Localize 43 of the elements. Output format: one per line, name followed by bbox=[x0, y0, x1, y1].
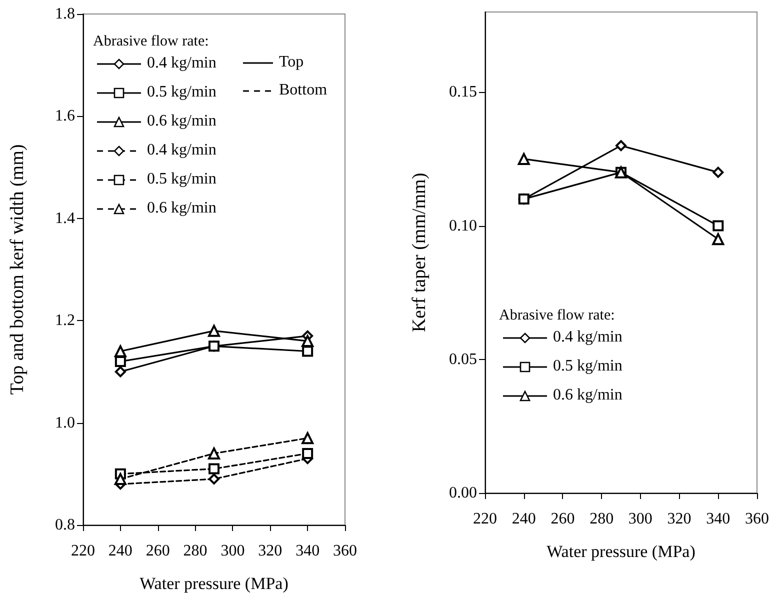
x-tick-label: 240 bbox=[108, 542, 132, 560]
legend-label: 0.5 kg/min bbox=[147, 170, 216, 188]
legend-label: 0.4 kg/min bbox=[553, 328, 622, 346]
x-tick-label: 260 bbox=[550, 510, 575, 528]
y-tick-label: 1.6 bbox=[55, 108, 75, 125]
y-tick-label: 0.8 bbox=[55, 516, 75, 534]
legend-title: Abrasive flow rate: bbox=[93, 34, 209, 50]
x-tick-label: 340 bbox=[296, 542, 320, 560]
y-tick-label: 1.8 bbox=[55, 6, 75, 22]
legend-label: 0.6 kg/min bbox=[147, 200, 216, 216]
x-tick-label: 340 bbox=[706, 510, 730, 528]
x-tick-label: 260 bbox=[146, 542, 170, 560]
x-tick-label: 300 bbox=[628, 510, 652, 528]
x-tick-label: 240 bbox=[512, 510, 536, 528]
x-axis-title: Water pressure (MPa) bbox=[140, 574, 288, 593]
x-tick-label: 320 bbox=[667, 510, 692, 528]
legend-label: 0.5 kg/min bbox=[553, 358, 622, 374]
y-axis-title: Kerf taper (mm/mm) bbox=[409, 172, 430, 332]
x-tick-label: 360 bbox=[745, 510, 769, 528]
x-tick-label: 220 bbox=[71, 542, 95, 560]
x-axis-title: Water pressure (MPa) bbox=[546, 542, 696, 561]
legend-label: 0.4 kg/min bbox=[147, 142, 216, 158]
x-tick-label: 280 bbox=[590, 510, 614, 528]
legend-label: 0.6 kg/min bbox=[147, 112, 216, 130]
legend-label: 0.4 kg/min bbox=[147, 54, 216, 72]
y-axis-title: Top and bottom kerf width (mm) bbox=[7, 144, 28, 395]
x-tick-label: 320 bbox=[258, 542, 282, 560]
x-tick-label: 280 bbox=[183, 542, 208, 560]
x-tick-label: 360 bbox=[333, 542, 357, 560]
x-tick-label: 220 bbox=[473, 510, 497, 528]
y-tick-label: 0.00 bbox=[449, 484, 477, 502]
y-tick-label: 1.0 bbox=[55, 414, 75, 432]
y-tick-label: 1.2 bbox=[55, 312, 75, 330]
legend-label: 0.5 kg/min bbox=[147, 84, 216, 100]
legend-label: Bottom bbox=[279, 82, 328, 98]
x-tick-label: 300 bbox=[220, 542, 245, 560]
y-tick-label: 1.4 bbox=[55, 210, 75, 227]
y-tick-label: 0.15 bbox=[449, 84, 477, 101]
y-tick-label: 0.10 bbox=[449, 217, 477, 234]
legend-title: Abrasive flow rate: bbox=[499, 308, 615, 324]
y-tick-label: 0.05 bbox=[449, 350, 477, 368]
legend-label: Top bbox=[279, 54, 304, 70]
legend-label: 0.6 kg/min bbox=[553, 386, 622, 404]
